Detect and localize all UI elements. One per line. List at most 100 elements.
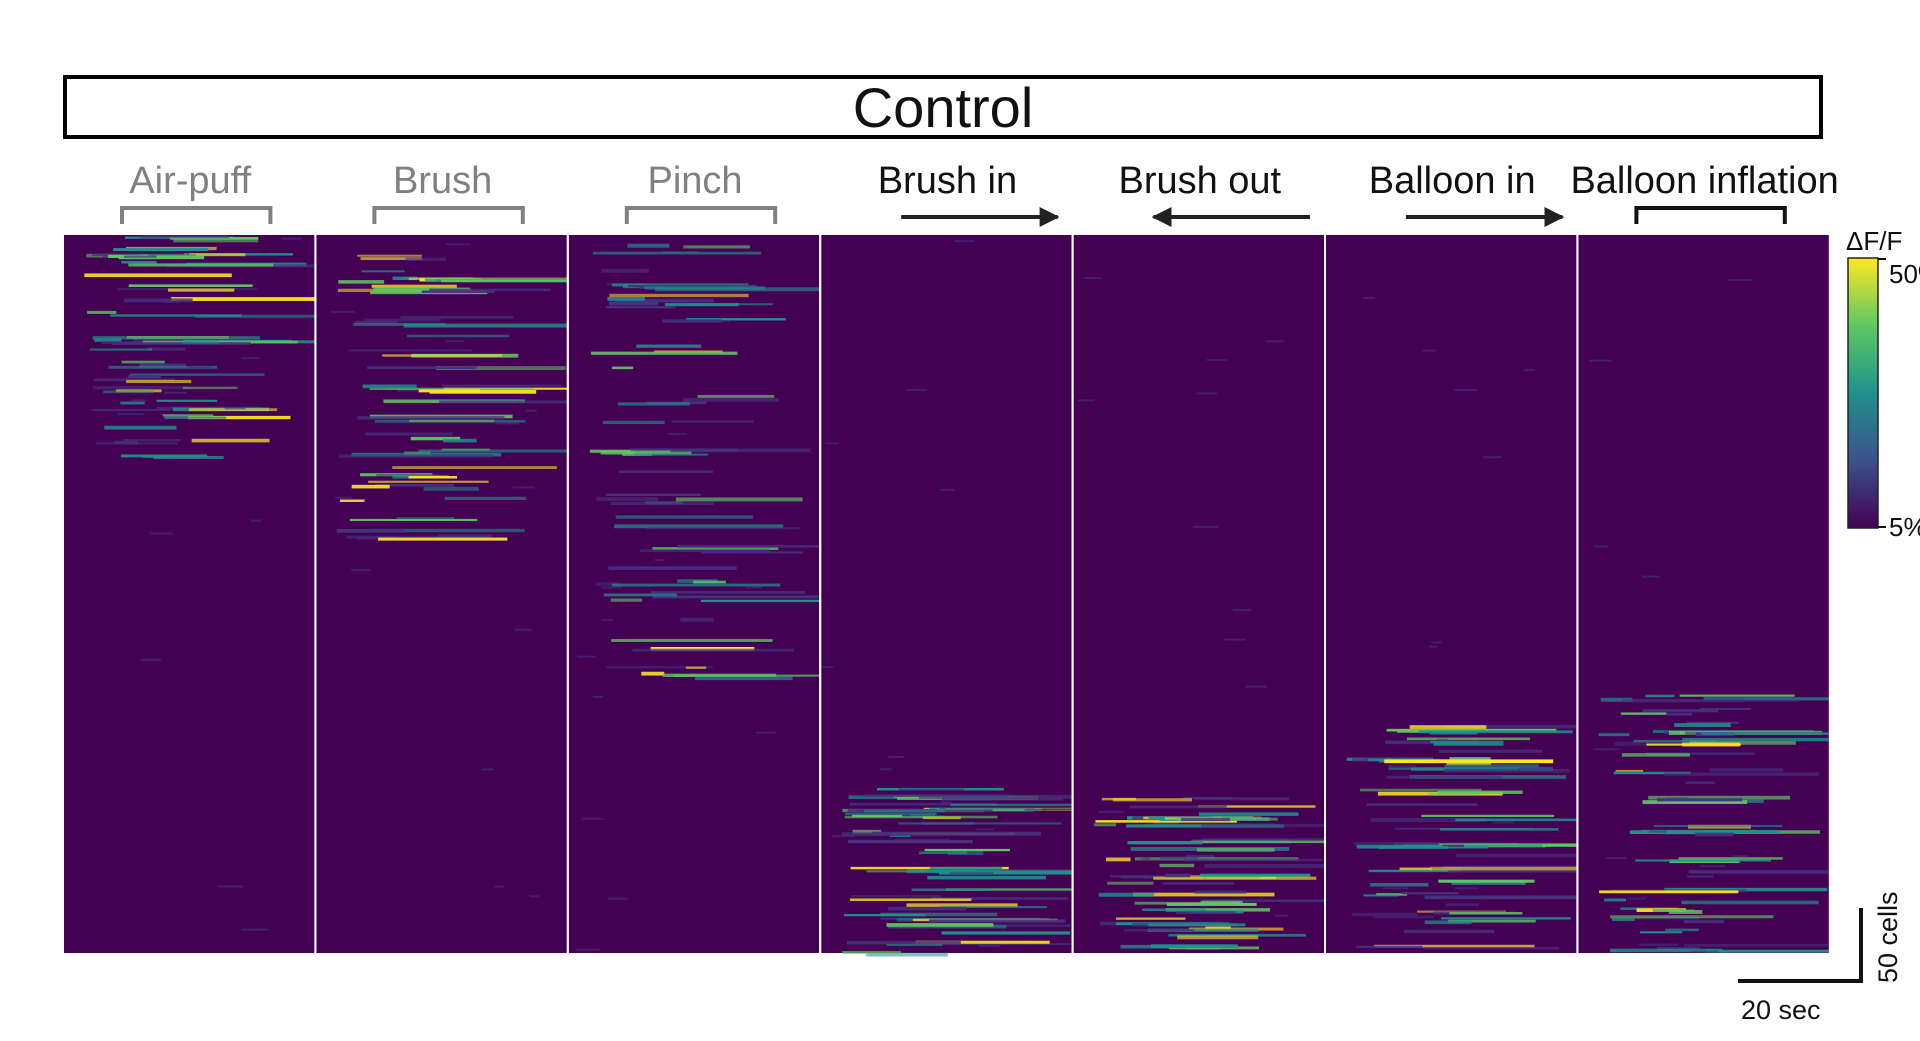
- activity-streak: [1685, 781, 1716, 785]
- background-speck: [1454, 388, 1477, 391]
- background-speck: [1431, 641, 1442, 644]
- activity-streak: [113, 248, 209, 252]
- background-speck: [1728, 279, 1753, 282]
- activity-streak: [664, 303, 739, 307]
- heatmap-panel: [64, 235, 315, 953]
- activity-streak: [595, 582, 621, 586]
- activity-streak: [87, 310, 117, 314]
- activity-streak: [636, 344, 702, 348]
- activity-streak: [608, 566, 737, 570]
- condition-label: Brush out: [1118, 160, 1281, 202]
- activity-streak: [945, 888, 1072, 891]
- activity-streak: [370, 528, 525, 533]
- activity-streak: [697, 394, 775, 398]
- activity-streak: [611, 583, 781, 587]
- background-speck: [1454, 887, 1479, 890]
- condition-label: Air-puff: [129, 160, 251, 202]
- activity-streak: [693, 580, 726, 584]
- activity-streak: [378, 537, 508, 541]
- activity-streak: [336, 529, 405, 533]
- activity-streak: [1185, 854, 1215, 859]
- activity-streak: [662, 319, 722, 323]
- activity-streak: [942, 797, 1064, 801]
- colorbar-label: ΔF/F: [1846, 226, 1902, 256]
- activity-streak: [1678, 857, 1783, 860]
- activity-streak: [375, 420, 526, 423]
- activity-streak: [127, 375, 161, 378]
- activity-streak: [171, 297, 315, 301]
- activity-streak: [368, 480, 489, 483]
- activity-streak: [1401, 892, 1459, 895]
- activity-streak: [1648, 795, 1791, 800]
- activity-streak: [1142, 908, 1206, 912]
- background-speck: [1691, 950, 1719, 953]
- activity-streak: [357, 254, 422, 257]
- activity-streak: [602, 420, 665, 425]
- activity-streak: [924, 848, 1011, 852]
- activity-streak: [632, 453, 708, 456]
- activity-streak: [1609, 948, 1723, 953]
- activity-streak: [1642, 708, 1719, 713]
- background-speck: [608, 897, 629, 900]
- activity-streak: [1688, 870, 1829, 874]
- activity-streak: [863, 809, 945, 813]
- background-speck: [117, 413, 145, 416]
- heatmap-panel: [821, 235, 1072, 953]
- title-box: Control: [63, 75, 1823, 139]
- background-speck: [1083, 276, 1103, 279]
- activity-streak: [846, 940, 961, 945]
- activity-streak: [1093, 823, 1117, 827]
- background-speck: [1245, 685, 1267, 688]
- background-speck: [581, 817, 604, 820]
- activity-streak: [940, 906, 1048, 909]
- activity-streak: [1656, 798, 1743, 802]
- activity-streak: [849, 898, 972, 902]
- activity-streak: [139, 363, 187, 368]
- activity-streak: [1351, 912, 1418, 917]
- background-speck: [1192, 525, 1219, 528]
- activity-streak: [1456, 853, 1577, 858]
- activity-streak: [671, 420, 754, 423]
- activity-streak: [1421, 814, 1555, 818]
- activity-streak: [435, 366, 566, 371]
- activity-streak: [410, 436, 461, 441]
- activity-streak: [844, 815, 998, 819]
- activity-streak: [1198, 812, 1299, 816]
- activity-streak: [675, 497, 803, 502]
- background-speck: [525, 409, 537, 412]
- activity-streak: [1406, 737, 1531, 741]
- activity-streak: [128, 284, 253, 287]
- chart-title: Control: [852, 75, 1034, 139]
- background-speck: [140, 658, 162, 661]
- activity-streak: [1448, 919, 1536, 923]
- activity-streak: [1451, 881, 1526, 885]
- heatmap-panel: [316, 235, 567, 953]
- colorbar-min-label: 5%: [1889, 512, 1920, 542]
- activity-streak: [1384, 759, 1554, 764]
- activity-streak: [1374, 944, 1535, 948]
- activity-streak: [1610, 915, 1774, 919]
- activity-streak: [945, 808, 1042, 812]
- background-speck: [281, 237, 303, 240]
- activity-streak: [627, 243, 670, 248]
- background-speck: [481, 768, 494, 771]
- background-speck: [600, 618, 614, 621]
- stimulus-bracket: [624, 206, 778, 224]
- activity-streak: [695, 676, 793, 681]
- background-speck: [217, 885, 243, 888]
- background-speck: [941, 801, 952, 804]
- activity-streak: [849, 802, 997, 806]
- background-speck: [1606, 857, 1627, 860]
- activity-streak: [866, 870, 927, 873]
- activity-streak: [1190, 840, 1324, 844]
- activity-streak: [677, 544, 820, 548]
- activity-streak: [103, 390, 154, 394]
- activity-streak: [441, 384, 562, 387]
- heatmap-panel: [1073, 235, 1324, 953]
- background-speck: [529, 895, 540, 898]
- activity-streak: [429, 288, 551, 292]
- activity-streak: [1695, 832, 1734, 837]
- activity-streak: [605, 306, 676, 309]
- activity-streak: [1665, 712, 1692, 716]
